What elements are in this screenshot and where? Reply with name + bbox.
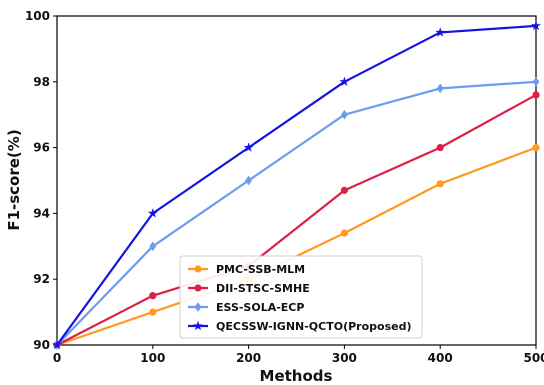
y-tick-label: 94 (33, 206, 50, 220)
legend-marker (194, 302, 202, 312)
data-point (436, 144, 444, 152)
x-tick-label: 200 (236, 351, 261, 365)
legend-item: PMC-SSB-MLM (188, 263, 305, 276)
legend-label: QECSSW-IGNN-QCTO(Proposed) (216, 320, 412, 333)
legend-label: ESS-SOLA-ECP (216, 301, 304, 314)
legend-marker (194, 284, 202, 292)
data-point (52, 339, 62, 350)
legend-item: ESS-SOLA-ECP (188, 301, 304, 314)
data-point (435, 27, 446, 37)
data-point (531, 20, 541, 31)
y-tick-label: 92 (33, 272, 50, 286)
data-point (532, 91, 540, 99)
y-tick-label: 96 (33, 141, 50, 155)
series-4 (52, 20, 541, 350)
data-point (340, 186, 348, 194)
legend-item: DII-STSC-SMHE (188, 282, 310, 295)
series-lines (52, 20, 541, 350)
data-point (436, 180, 444, 188)
x-tick-label: 300 (332, 351, 357, 365)
data-point (436, 83, 444, 94)
legend-label: PMC-SSB-MLM (216, 263, 305, 276)
x-tick-label: 0 (53, 351, 61, 365)
data-point (340, 109, 348, 120)
data-point (340, 229, 348, 237)
data-point (149, 292, 157, 300)
legend-label: DII-STSC-SMHE (216, 282, 310, 295)
x-tick-label: 500 (523, 351, 544, 365)
y-tick-label: 98 (33, 75, 50, 89)
data-point (339, 76, 350, 87)
data-point (149, 241, 157, 252)
data-point (149, 308, 157, 316)
x-tick-label: 100 (140, 351, 165, 365)
series-line (56, 80, 537, 346)
y-axis-ticks: 90 92 94 96 98 100 (25, 9, 57, 352)
legend-box (179, 255, 423, 339)
legend-item: QECSSW-IGNN-QCTO(Proposed) (188, 320, 412, 333)
y-tick-label: 90 (33, 338, 50, 352)
y-axis-title: F1-score(%) (5, 129, 23, 230)
legend-marker (193, 320, 203, 331)
x-tick-label: 400 (428, 351, 453, 365)
data-point (532, 77, 540, 87)
legend-marker (194, 265, 202, 273)
x-axis-ticks: 0 100 200 300 400 500 (53, 345, 544, 365)
data-point (532, 144, 540, 152)
series-line (56, 24, 537, 346)
data-point (147, 208, 158, 218)
x-axis-title: Methods (260, 367, 333, 385)
data-point (245, 175, 253, 186)
series-line (56, 93, 537, 346)
legend: PMC-SSB-MLM DII-STSC-SMHE ESS-SOLA-ECP QECS… (179, 255, 423, 339)
data-point (243, 142, 254, 152)
y-tick-label: 100 (25, 9, 50, 23)
